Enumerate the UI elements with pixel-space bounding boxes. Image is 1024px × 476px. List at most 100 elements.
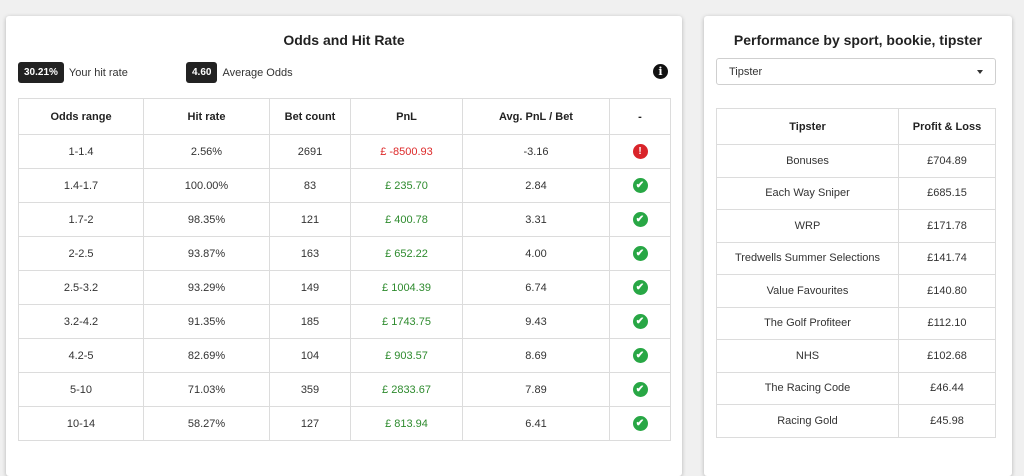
pnl-cell: £ 813.94: [350, 406, 463, 441]
tipster-pnl-cell: £685.15: [898, 176, 996, 210]
bet-count-cell: 104: [269, 338, 351, 373]
avg-pnl-cell: 6.74: [462, 270, 610, 305]
tipster-pnl-cell: £171.78: [898, 209, 996, 243]
odds-range-cell: 1.4-1.7: [18, 168, 144, 203]
odds-hit-rate-panel: Odds and Hit Rate 30.21% Your hit rate 4…: [6, 16, 682, 476]
hit-rate-cell: 82.69%: [143, 338, 270, 373]
col-bet-count[interactable]: Bet count: [269, 98, 351, 135]
pnl-cell: £ 903.57: [350, 338, 463, 373]
tipster-name-cell: Tredwells Summer Selections: [716, 241, 899, 275]
bet-count-cell: 2691: [269, 134, 351, 169]
hit-rate-cell: 2.56%: [143, 134, 270, 169]
check-circle-icon: ✔: [632, 348, 648, 363]
tipster-name-cell: The Golf Profiteer: [716, 306, 899, 340]
chevron-down-icon: [977, 70, 983, 74]
check-circle-icon: ✔: [632, 416, 648, 431]
tipster-pnl-cell: £102.68: [898, 339, 996, 373]
table-row[interactable]: Each Way Sniper £685.15: [716, 176, 996, 210]
bet-count-cell: 359: [269, 372, 351, 407]
status-cell: ✔: [609, 236, 671, 271]
table-row: 3.2-4.2 91.35% 185 £ 1743.75 9.43 ✔: [18, 304, 671, 339]
odds-table-header: Odds range Hit rate Bet count PnL Avg. P…: [18, 98, 671, 135]
bet-count-cell: 83: [269, 168, 351, 203]
tipster-name-cell: NHS: [716, 339, 899, 373]
average-odds-badge: 4.60: [186, 62, 218, 83]
table-row[interactable]: WRP £171.78: [716, 209, 996, 243]
hit-rate-cell: 71.03%: [143, 372, 270, 407]
tipster-table: Tipster Profit & Loss Bonuses £704.89 Each…: [716, 108, 996, 438]
check-circle-icon: ✔: [632, 246, 648, 261]
group-by-select-value: Tipster: [729, 65, 763, 78]
avg-pnl-cell: 4.00: [462, 236, 610, 271]
odds-range-cell: 2.5-3.2: [18, 270, 144, 305]
table-row[interactable]: Racing Gold £45.98: [716, 404, 996, 438]
table-row: 10-14 58.27% 127 £ 813.94 6.41 ✔: [18, 406, 671, 441]
tipster-pnl-cell: £45.98: [898, 404, 996, 438]
tipster-name-cell: The Racing Code: [716, 371, 899, 405]
tipster-name-cell: WRP: [716, 209, 899, 243]
performance-panel-title: Performance by sport, bookie, tipster: [733, 32, 983, 48]
avg-pnl-cell: 6.41: [462, 406, 610, 441]
status-cell: ✔: [609, 304, 671, 339]
col-hit-rate[interactable]: Hit rate: [143, 98, 270, 135]
check-circle-icon: ✔: [632, 382, 648, 397]
tipster-name-cell: Racing Gold: [716, 404, 899, 438]
table-row[interactable]: The Racing Code £46.44: [716, 371, 996, 405]
odds-range-cell: 10-14: [18, 406, 144, 441]
col-avg-pnl[interactable]: Avg. PnL / Bet: [462, 98, 610, 135]
status-cell: !: [609, 134, 671, 169]
col-odds-range[interactable]: Odds range: [18, 98, 144, 135]
check-circle-icon: ✔: [632, 178, 648, 193]
hit-rate-badge: 30.21%: [18, 62, 64, 83]
tipster-name-cell: Bonuses: [716, 144, 899, 178]
table-row[interactable]: Bonuses £704.89: [716, 144, 996, 178]
check-circle-icon: ✔: [632, 212, 648, 227]
pnl-cell: £ 1743.75: [350, 304, 463, 339]
avg-pnl-cell: -3.16: [462, 134, 610, 169]
tipster-pnl-cell: £704.89: [898, 144, 996, 178]
col-status: -: [609, 98, 671, 135]
info-circle-icon[interactable]: i: [653, 64, 668, 79]
bet-count-cell: 127: [269, 406, 351, 441]
check-circle-icon: ✔: [632, 314, 648, 329]
pnl-cell: £ 1004.39: [350, 270, 463, 305]
table-row[interactable]: Tredwells Summer Selections £141.74: [716, 241, 996, 275]
table-row: 1.4-1.7 100.00% 83 £ 235.70 2.84 ✔: [18, 168, 671, 203]
hit-rate-label: Your hit rate: [68, 66, 128, 79]
table-row: 1-1.4 2.56% 2691 £ -8500.93 -3.16!: [18, 134, 671, 169]
avg-pnl-cell: 8.69: [462, 338, 610, 373]
table-row: 5-10 71.03% 359 £ 2833.67 7.89 ✔: [18, 372, 671, 407]
odds-table: Odds range Hit rate Bet count PnL Avg. P…: [18, 98, 671, 441]
bet-count-cell: 163: [269, 236, 351, 271]
status-cell: ✔: [609, 202, 671, 237]
status-cell: ✔: [609, 168, 671, 203]
hit-rate-cell: 93.87%: [143, 236, 270, 271]
table-row: 1.7-2 98.35% 121 £ 400.78 3.31 ✔: [18, 202, 671, 237]
average-odds-stat: 4.60 Average Odds: [186, 62, 293, 83]
avg-pnl-cell: 7.89: [462, 372, 610, 407]
table-row[interactable]: Value Favourites £140.80: [716, 274, 996, 308]
check-circle-icon: ✔: [632, 280, 648, 295]
odds-range-cell: 3.2-4.2: [18, 304, 144, 339]
table-row[interactable]: The Golf Profiteer £112.10: [716, 306, 996, 340]
col-tipster[interactable]: Tipster: [716, 108, 899, 145]
tipster-pnl-cell: £140.80: [898, 274, 996, 308]
summary-stats: 30.21% Your hit rate 4.60 Average Odds i: [6, 62, 682, 86]
hit-rate-cell: 91.35%: [143, 304, 270, 339]
odds-range-cell: 1.7-2: [18, 202, 144, 237]
table-row: 4.2-5 82.69% 104 £ 903.57 8.69 ✔: [18, 338, 671, 373]
hit-rate-cell: 100.00%: [143, 168, 270, 203]
status-cell: ✔: [609, 270, 671, 305]
avg-pnl-cell: 9.43: [462, 304, 610, 339]
col-profit-loss[interactable]: Profit & Loss: [898, 108, 996, 145]
odds-range-cell: 5-10: [18, 372, 144, 407]
avg-pnl-cell: 3.31: [462, 202, 610, 237]
tipster-table-header: Tipster Profit & Loss: [716, 108, 996, 145]
exclamation-circle-icon: !: [632, 144, 648, 159]
odds-range-cell: 4.2-5: [18, 338, 144, 373]
status-cell: ✔: [609, 406, 671, 441]
col-pnl[interactable]: PnL: [350, 98, 463, 135]
table-row[interactable]: NHS £102.68: [716, 339, 996, 373]
bet-count-cell: 185: [269, 304, 351, 339]
group-by-select[interactable]: Tipster: [716, 58, 996, 85]
